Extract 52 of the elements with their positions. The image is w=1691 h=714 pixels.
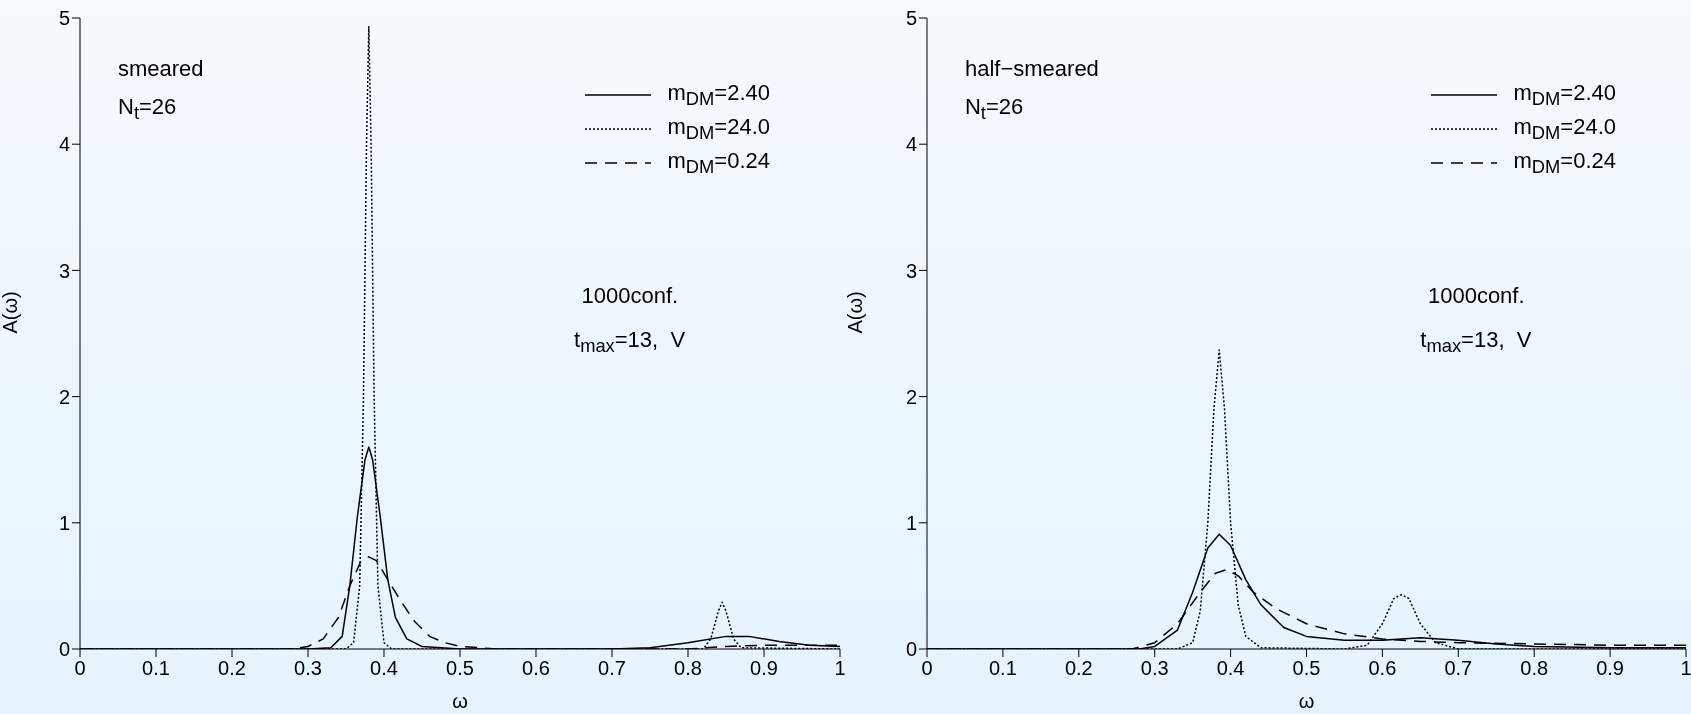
annotation: half−smeared <box>964 55 1099 81</box>
annotation: t$_{max}$=13, V <box>1420 327 1532 357</box>
x-tick-label: 0.9 <box>1596 657 1625 680</box>
x-tick-label: 0 <box>921 657 933 680</box>
x-tick-label: 1 <box>1680 657 1691 680</box>
annotation: N$_{t}$=26 <box>118 93 177 124</box>
y-tick-label: 1 <box>58 511 70 534</box>
x-axis-title: ω <box>1298 690 1315 712</box>
x-tick-label: 0.8 <box>674 657 702 680</box>
x-tick-label: 0.9 <box>750 657 778 680</box>
legend-label: m$_{DM}$=24.0 <box>667 113 770 145</box>
x-tick-label: 0.2 <box>1064 657 1093 680</box>
annotation: 1000conf. <box>1427 283 1525 309</box>
x-tick-label: 0.1 <box>142 657 170 680</box>
x-tick-label: 0.2 <box>218 657 246 680</box>
y-tick-label: 4 <box>905 133 917 156</box>
legend-label: m$_{DM}$=24.0 <box>1513 113 1616 145</box>
annotation: smeared <box>118 55 204 81</box>
y-tick-label: 3 <box>58 259 70 282</box>
x-tick-label: 0.8 <box>1520 657 1549 680</box>
y-tick-label: 5 <box>58 7 70 30</box>
x-tick-label: 0.1 <box>988 657 1017 680</box>
x-tick-label: 0.6 <box>1368 657 1397 680</box>
x-tick-label: 0.6 <box>522 657 550 680</box>
x-tick-label: 0.3 <box>1140 657 1169 680</box>
x-axis-title: ω <box>452 690 468 712</box>
x-tick-label: 0.7 <box>598 657 626 680</box>
y-tick-label: 0 <box>905 638 917 661</box>
x-tick-label: 0.4 <box>370 657 398 680</box>
x-tick-label: 0.3 <box>294 657 322 680</box>
y-tick-label: 2 <box>905 385 917 408</box>
legend-label: m$_{DM}$=0.24 <box>1513 147 1616 179</box>
y-tick-label: 4 <box>58 133 70 156</box>
x-tick-label: 0.5 <box>1292 657 1321 680</box>
y-tick-label: 5 <box>905 7 917 30</box>
annotation: t$_{max}$=13, V <box>574 327 686 357</box>
legend-label: m$_{DM}$=2.40 <box>1513 79 1616 111</box>
y-axis-title: A(ω) <box>844 291 867 334</box>
legend-label: m$_{DM}$=0.24 <box>667 147 770 179</box>
x-tick-label: 1 <box>834 657 846 680</box>
annotation: 1000conf. <box>581 283 679 309</box>
legend-label: m$_{DM}$=2.40 <box>667 79 770 111</box>
x-tick-label: 0.5 <box>446 657 474 680</box>
x-tick-label: 0.7 <box>1444 657 1473 680</box>
y-tick-label: 1 <box>905 511 917 534</box>
y-tick-label: 3 <box>905 259 917 282</box>
y-axis-title: A(ω) <box>0 291 22 334</box>
y-tick-label: 2 <box>58 385 70 408</box>
x-tick-label: 0.4 <box>1216 657 1245 680</box>
annotation: N$_{t}$=26 <box>964 93 1024 124</box>
x-tick-label: 0 <box>74 657 86 680</box>
y-tick-label: 0 <box>58 638 70 661</box>
